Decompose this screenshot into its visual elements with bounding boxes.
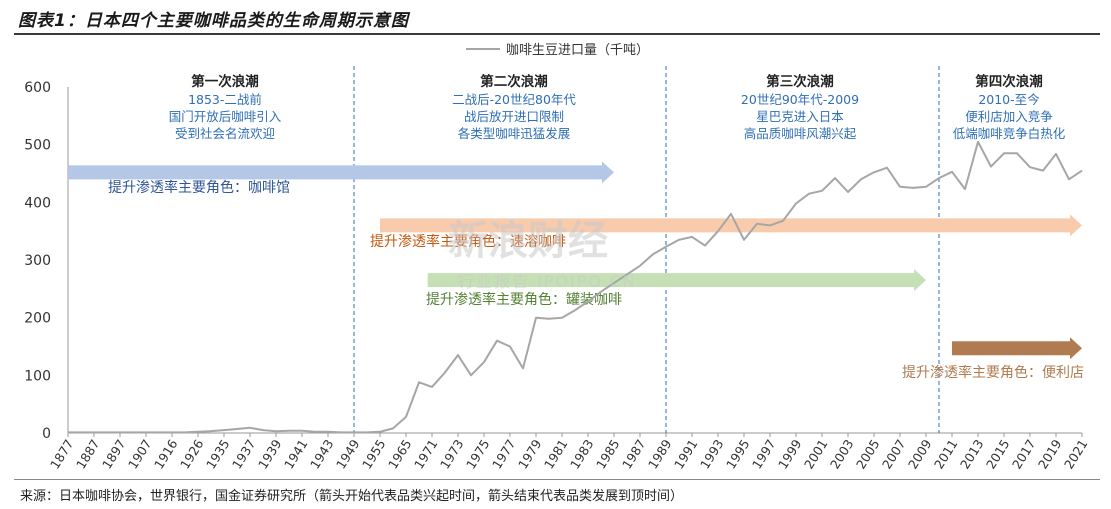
x-tick-label: 1979	[515, 437, 545, 472]
x-tick-label: 1995	[723, 437, 753, 472]
figure-title: 图表1：日本四个主要咖啡品类的生命周期示意图	[18, 11, 409, 31]
wave-description: 二战后-20世纪80年代	[452, 92, 576, 107]
wave-description: 星巴克进入日本	[756, 109, 844, 124]
x-tick-label: 1975	[463, 437, 493, 472]
x-tick-label: 2015	[983, 437, 1013, 472]
x-tick-label: 1989	[645, 437, 675, 472]
x-tick-label: 1955	[359, 437, 389, 472]
legend: 咖啡生豆进口量（千吨）	[466, 43, 649, 58]
x-tick-label: 2017	[1009, 437, 1039, 472]
wave-description: 1853-二战前	[188, 92, 262, 107]
wave-dividers	[353, 66, 940, 433]
x-tick-label: 2003	[827, 437, 857, 472]
x-tick-label: 1983	[567, 437, 597, 472]
x-tick-label: 2007	[879, 437, 909, 472]
x-tick-label: 1897	[99, 437, 129, 472]
x-tick-label: 1965	[385, 437, 415, 472]
category-arrow	[68, 161, 614, 184]
category-arrow	[952, 337, 1082, 360]
x-tick-label: 1999	[775, 437, 805, 472]
x-tick-label: 1926	[177, 437, 207, 472]
x-tick-label: 1916	[151, 437, 181, 472]
wave-description: 各类型咖啡迅猛发展	[458, 126, 571, 141]
category-arrow-label: 提升渗透率主要角色：咖啡馆	[108, 179, 290, 196]
lifecycle-chart: 咖啡生豆进口量（千吨） 0100200300400500600187718871…	[24, 43, 1091, 472]
wave-title: 第二次浪潮	[480, 73, 548, 90]
wave-title: 第一次浪潮	[191, 73, 259, 90]
wave-description: 20世纪90年代-2009	[741, 92, 859, 107]
wave-title: 第四次浪潮	[975, 73, 1043, 90]
x-tick-label: 1987	[619, 437, 649, 472]
y-tick-label: 300	[24, 253, 51, 269]
y-tick-label: 0	[42, 426, 51, 442]
y-tick-label: 600	[24, 80, 51, 96]
category-arrow	[427, 269, 926, 292]
y-tick-label: 400	[24, 195, 51, 211]
x-tick-label: 1991	[671, 437, 701, 472]
category-arrows: 提升渗透率主要角色：咖啡馆提升渗透率主要角色：速溶咖啡提升渗透率主要角色：罐装咖…	[68, 161, 1084, 381]
x-tick-label: 2001	[801, 437, 831, 472]
y-tick-label: 200	[24, 311, 51, 327]
title-rule	[14, 33, 1100, 35]
x-tick-label: 2019	[1035, 437, 1065, 472]
wave-description: 受到社会名流欢迎	[175, 126, 275, 141]
wave-description: 2010-至今	[978, 92, 1040, 107]
wave-description: 便利店加入竞争	[965, 109, 1053, 124]
x-tick-label: 1973	[437, 437, 467, 472]
import-volume-series	[68, 140, 1083, 434]
import-volume-line	[68, 140, 1083, 434]
x-tick-label: 1937	[229, 437, 259, 472]
x-tick-label: 2021	[1061, 437, 1091, 472]
wave-description: 国门开放后咖啡引入	[169, 109, 282, 124]
x-tick-label: 1993	[697, 437, 727, 472]
y-tick-label: 500	[24, 138, 51, 154]
category-arrow	[380, 214, 1082, 237]
x-tick-label: 1941	[281, 437, 311, 472]
wave-description: 低端咖啡竞争白热化	[953, 126, 1066, 141]
wave-title: 第三次浪潮	[766, 73, 834, 90]
y-tick-label: 100	[24, 368, 51, 384]
category-arrow-label: 提升渗透率主要角色：罐装咖啡	[426, 291, 622, 308]
x-tick-label: 1977	[489, 437, 519, 472]
x-tick-label: 2009	[905, 437, 935, 472]
x-tick-label: 1949	[333, 437, 363, 472]
x-tick-label: 1981	[541, 437, 571, 472]
source-note: 来源：日本咖啡协会，世界银行，国金证券研究所（箭头开始代表品类兴起时间，箭头结束…	[20, 489, 684, 504]
x-tick-label: 1985	[593, 437, 623, 472]
wave-description: 高品质咖啡风潮兴起	[744, 126, 857, 141]
x-tick-label: 1939	[255, 437, 285, 472]
category-arrow-label: 提升渗透率主要角色：便利店	[902, 364, 1084, 381]
category-arrow-label: 提升渗透率主要角色：速溶咖啡	[370, 233, 566, 250]
x-tick-label: 2013	[957, 437, 987, 472]
x-tick-label: 1877	[47, 437, 77, 472]
x-tick-label: 1907	[125, 437, 155, 472]
x-tick-label: 1943	[307, 437, 337, 472]
wave-description: 战后放开进口限制	[464, 109, 564, 124]
x-tick-label: 1997	[749, 437, 779, 472]
x-tick-label: 2005	[853, 437, 883, 472]
legend-label: 咖啡生豆进口量（千吨）	[506, 43, 649, 58]
x-tick-label: 2011	[931, 437, 961, 472]
bottom-rule	[14, 479, 1100, 480]
x-tick-label: 1935	[203, 437, 233, 472]
x-tick-label: 1887	[73, 437, 103, 472]
x-tick-label: 1971	[411, 437, 441, 472]
